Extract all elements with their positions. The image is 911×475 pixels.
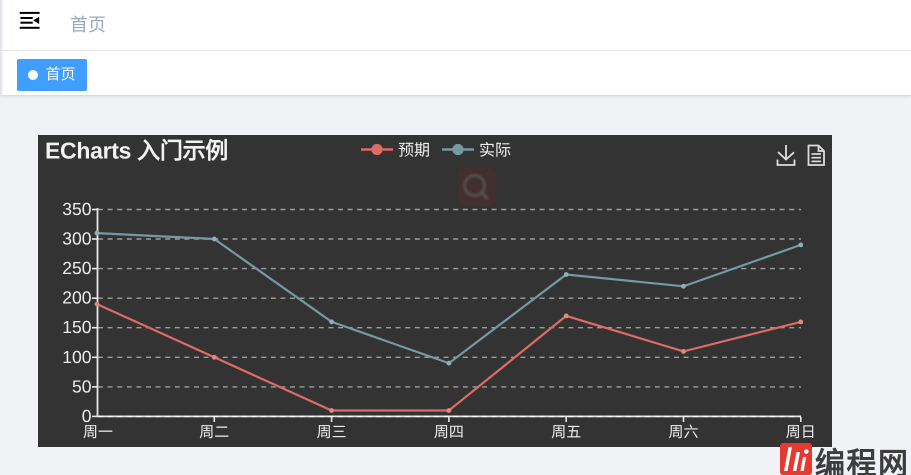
svg-text:150: 150 (62, 317, 91, 337)
svg-text:250: 250 (62, 258, 91, 278)
svg-text:周三: 周三 (317, 424, 347, 441)
svg-text:周四: 周四 (434, 424, 464, 441)
svg-text:周日: 周日 (786, 424, 816, 441)
svg-text:周二: 周二 (199, 424, 229, 441)
svg-text:350: 350 (62, 199, 91, 219)
svg-text:周五: 周五 (551, 424, 581, 441)
svg-text:实际: 实际 (479, 142, 511, 160)
svg-text:300: 300 (62, 229, 91, 249)
svg-text:预期: 预期 (398, 142, 430, 160)
svg-text:50: 50 (72, 376, 92, 396)
svg-text:周一: 周一 (83, 424, 113, 441)
svg-text:ECharts 入门示例: ECharts 入门示例 (45, 138, 228, 164)
svg-text:周六: 周六 (668, 424, 698, 441)
svg-text:0: 0 (82, 406, 92, 426)
svg-text:100: 100 (62, 347, 91, 367)
svg-text:200: 200 (62, 288, 91, 308)
